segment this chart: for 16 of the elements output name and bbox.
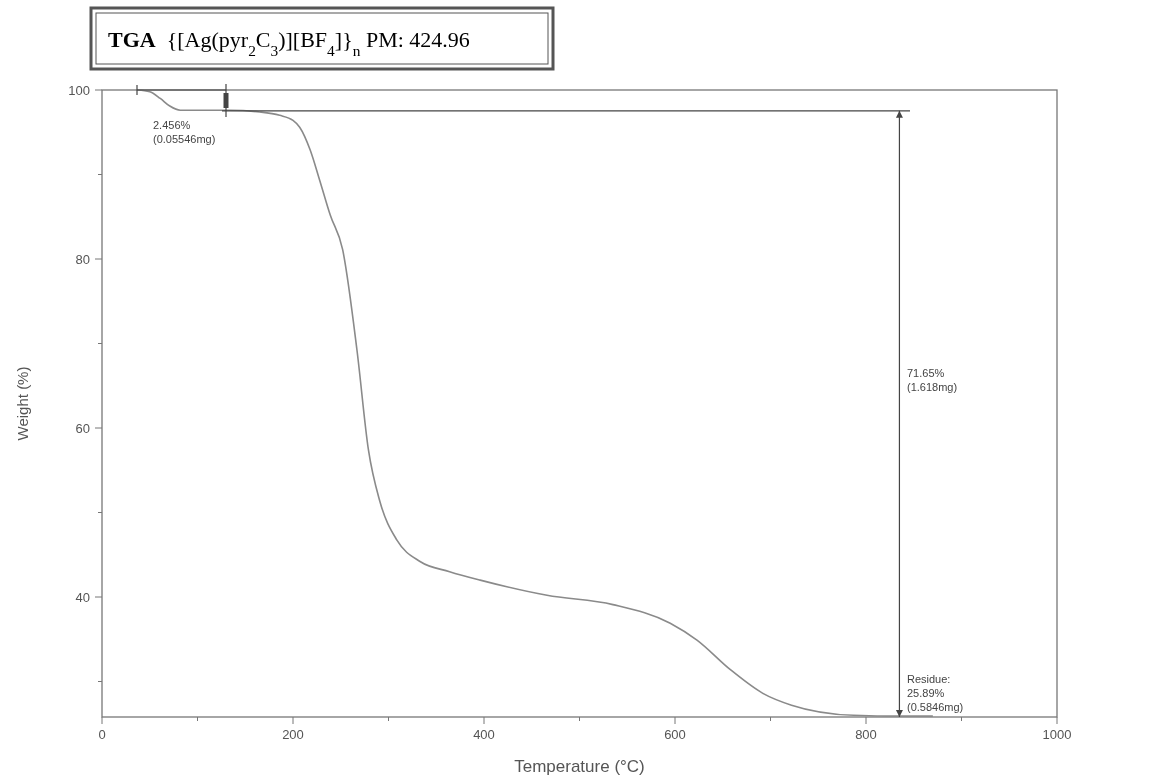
annotation: Residue: 25.89% (0.5846mg) (907, 673, 964, 713)
x-tick-label: 400 (473, 727, 495, 742)
y-tick-label: 40 (75, 590, 90, 606)
y-axis-title: Weight (%) (14, 366, 31, 441)
x-axis-title: Temperature (°C) (514, 757, 645, 776)
x-tick-label: 800 (855, 727, 877, 742)
annotation: 2.456% (0.05546mg) (153, 119, 216, 145)
y-tick-label: 80 (75, 252, 90, 267)
x-tick-label: 600 (664, 727, 686, 742)
y-tick-label: 100 (68, 83, 90, 98)
annotation: 71.65% (1.618mg) (907, 367, 958, 393)
chart-title: TGA {[Ag(pyr$_{2}$C$_{3}$)][BF$_{4}$]}$_{n}$ PM: 424.96 (108, 27, 470, 59)
x-tick-label: 0 (98, 727, 106, 742)
x-tick-label: 1000 (1042, 727, 1072, 742)
y-tick-label: 60 (75, 421, 90, 437)
x-tick-label: 200 (282, 727, 304, 742)
